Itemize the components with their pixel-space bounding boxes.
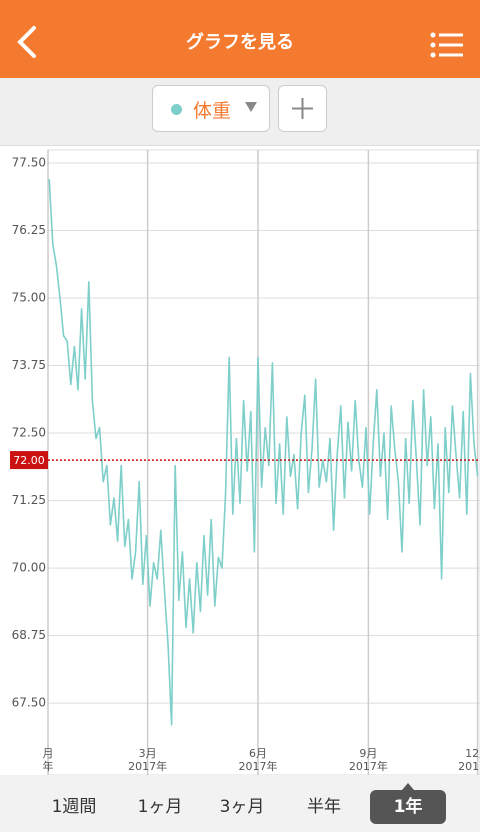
reference-label: 72.00 (13, 454, 45, 467)
chart-area: 67.50 68.75 70.00 71.25 72.50 73.75 75.00 76.25… (0, 145, 480, 775)
series-name: 体重 (193, 100, 232, 122)
y-tick-label: 73.75 (12, 358, 46, 372)
header: グラフを見る (0, 0, 480, 78)
period-tab[interactable]: 半年 (307, 797, 341, 817)
data-line (48, 179, 479, 726)
x-tick-label: 月 年 (42, 747, 54, 773)
y-tick-label: 75.00 (12, 291, 46, 305)
graph-selector[interactable]: 体重 (152, 85, 270, 132)
plus-icon (292, 98, 313, 119)
toolbar: 体重 (0, 78, 480, 146)
x-tick-label: 3月 2017年 (128, 747, 168, 773)
header-title: グラフを見る (186, 32, 294, 53)
y-tick-label: 70.00 (12, 561, 46, 575)
x-tick-label: 12月 2017年 (458, 747, 480, 773)
plot-background (47, 149, 480, 775)
x-tick-label: 6月 2017年 (238, 747, 278, 773)
y-tick-label: 68.75 (12, 628, 46, 642)
y-tick-label: 72.50 (12, 426, 46, 440)
x-tick-label: 9月 2017年 (348, 747, 388, 773)
dropdown-arrow (245, 102, 257, 112)
y-tick-label: 71.25 (12, 493, 46, 507)
period-tab[interactable]: 3ヶ月 (219, 797, 265, 817)
reference-label-box (10, 451, 48, 470)
menu-button[interactable] (428, 30, 468, 60)
series-dot (171, 104, 182, 115)
y-tick-label: 76.25 (12, 223, 46, 237)
period-tab[interactable]: 1ヶ月 (137, 797, 183, 817)
period-tabs: 1週間 1ヶ月 3ヶ月 半年 1年 (0, 775, 480, 832)
period-tab[interactable]: 1年 (370, 783, 446, 824)
add-button[interactable] (278, 85, 327, 132)
chart: 67.50 68.75 70.00 71.25 72.50 73.75 75.00 76.25… (10, 149, 480, 775)
y-tick-label: 77.50 (12, 155, 46, 169)
back-button[interactable] (8, 22, 48, 62)
y-tick-label: 67.50 (12, 696, 46, 710)
period-tab[interactable]: 1週間 (51, 797, 97, 817)
